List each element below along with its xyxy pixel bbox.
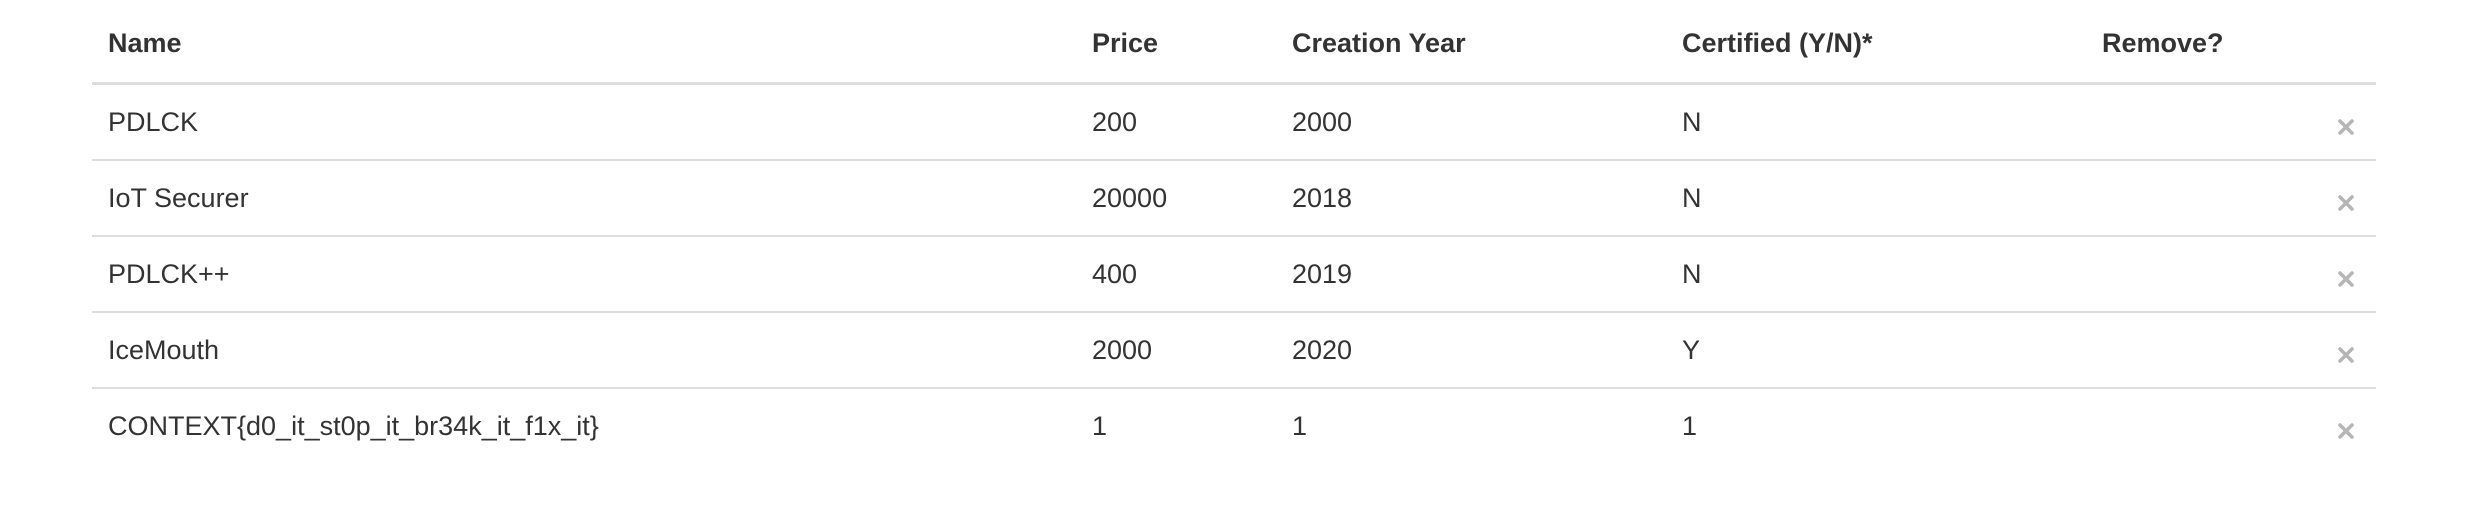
cell-certified: N: [1666, 160, 2086, 237]
header-price: Price: [1076, 0, 1276, 85]
cell-name: PDLCK: [92, 83, 1076, 161]
cell-creation-year: 2018: [1276, 160, 1666, 237]
cell-creation-year: 1: [1292, 410, 1308, 441]
cell-certified: N: [1666, 83, 2086, 161]
cell-remove: [2086, 83, 2376, 161]
cell-name: IoT Securer: [92, 160, 1076, 237]
cell-price: 20000: [1076, 160, 1276, 237]
cell-price: 1: [1092, 410, 1108, 441]
cell-name: CONTEXT{d0_it_st0p_it_br34k_it_f1x_it}: [108, 410, 599, 441]
close-icon[interactable]: [2336, 269, 2356, 289]
table-row: PDLCK 200 2000 N: [92, 83, 2376, 161]
products-table: Name Price Creation Year Certified (Y/N)…: [92, 0, 2376, 463]
products-table-container: Name Price Creation Year Certified (Y/N)…: [92, 0, 2376, 463]
cell-creation-year: 2000: [1276, 83, 1666, 161]
table-body: PDLCK 200 2000 N IoT Securer 20000 2018 …: [92, 83, 2376, 464]
header-name: Name: [92, 0, 1076, 85]
header-certified: Certified (Y/N)*: [1666, 0, 2086, 85]
cell-certified: Y: [1666, 312, 2086, 389]
cell-remove: [2086, 160, 2376, 237]
close-icon[interactable]: [2336, 117, 2356, 137]
close-icon[interactable]: [2336, 345, 2356, 365]
table-row: IoT Securer 20000 2018 N: [92, 160, 2376, 237]
cell-price: 2000: [1076, 312, 1276, 389]
table-row: IceMouth 2000 2020 Y: [92, 312, 2376, 389]
cell-price: 200: [1076, 83, 1276, 161]
table-row: PDLCK++ 400 2019 N: [92, 236, 2376, 313]
header-row: Name Price Creation Year Certified (Y/N)…: [92, 0, 2376, 85]
cell-name: PDLCK++: [92, 236, 1076, 313]
cell-remove: [2086, 312, 2376, 389]
cell-creation-year: 2020: [1276, 312, 1666, 389]
cell-certified: N: [1666, 236, 2086, 313]
close-icon[interactable]: [2336, 193, 2356, 213]
close-icon[interactable]: [2336, 421, 2356, 441]
cell-creation-year: 2019: [1276, 236, 1666, 313]
table-header: Name Price Creation Year Certified (Y/N)…: [92, 0, 2376, 85]
cell-remove: [2086, 388, 2376, 463]
table-row: CONTEXT{d0_it_st0p_it_br34k_it_f1x_it} 1…: [92, 388, 2376, 463]
cell-price: 400: [1076, 236, 1276, 313]
header-creation-year: Creation Year: [1276, 0, 1666, 85]
cell-name: IceMouth: [92, 312, 1076, 389]
cell-remove: [2086, 236, 2376, 313]
cell-certified: 1: [1682, 410, 1698, 441]
header-remove: Remove?: [2086, 0, 2376, 85]
